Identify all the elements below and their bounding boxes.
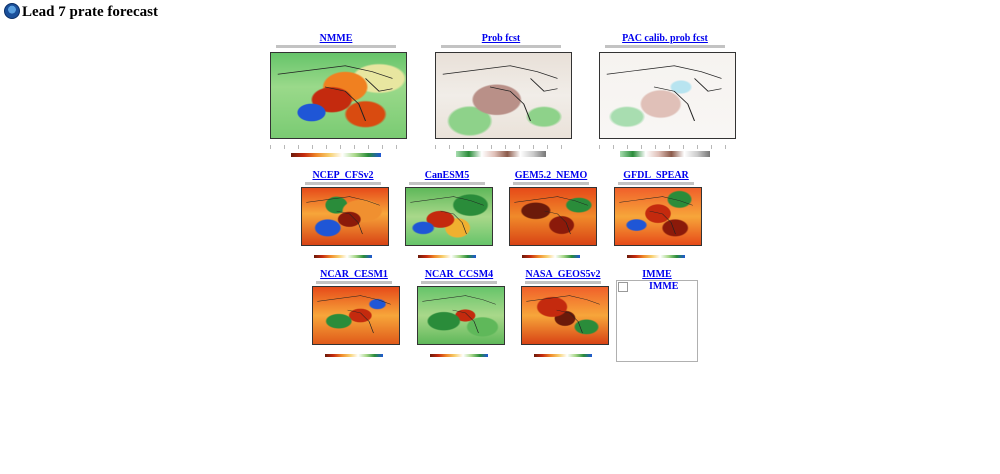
- link-ncep-cfsv2[interactable]: NCEP_CFSv2: [312, 170, 374, 181]
- map-nmme[interactable]: [261, 44, 411, 162]
- map-nasa-geos5v2[interactable]: [515, 280, 611, 360]
- link-canesm5[interactable]: CanESM5: [424, 170, 470, 181]
- broken-image-imme[interactable]: IMME: [616, 280, 698, 362]
- panel-pac-calib: PAC calib. prob fcst: [588, 33, 742, 162]
- map-gfdl-spear[interactable]: [608, 181, 704, 261]
- map-gem52-nemo[interactable]: [503, 181, 599, 261]
- link-imme[interactable]: IMME: [642, 269, 672, 280]
- link-ncar-ccsm4[interactable]: NCAR_CCSM4: [424, 269, 494, 280]
- link-prob-fcst[interactable]: Prob fcst: [481, 33, 521, 44]
- panel-gfdl-spear: GFDL_SPEAR: [606, 170, 706, 261]
- panel-prob-fcst: Prob fcst: [424, 33, 578, 162]
- page-title: Lead 7 prate forecast: [22, 4, 158, 20]
- panel-ncep-cfsv2: NCEP_CFSv2: [293, 170, 393, 261]
- link-gfdl-spear[interactable]: GFDL_SPEAR: [623, 170, 689, 181]
- panel-gem52-nemo: GEM5.2_NEMO: [501, 170, 601, 261]
- panel-nasa-geos5v2: NASA_GEOS5v2: [513, 269, 613, 360]
- image-alt-text: IMME: [649, 281, 679, 292]
- link-ncar-cesm1[interactable]: NCAR_CESM1: [320, 269, 388, 280]
- panel-nmme: NMME: [259, 33, 413, 162]
- panel-canesm5: CanESM5: [397, 170, 497, 261]
- broken-image-icon: [618, 282, 628, 292]
- page-header: Lead 7 prate forecast: [4, 2, 158, 21]
- link-nasa-geos5v2[interactable]: NASA_GEOS5v2: [525, 269, 601, 280]
- link-pac-calib[interactable]: PAC calib. prob fcst: [622, 33, 708, 44]
- noaa-logo-icon: [4, 2, 20, 19]
- panel-imme: IMME IMME: [616, 269, 698, 362]
- panel-ncar-ccsm4: NCAR_CCSM4: [409, 269, 509, 360]
- map-prob-fcst[interactable]: [426, 44, 576, 162]
- map-ncep-cfsv2[interactable]: [295, 181, 391, 261]
- map-ncar-cesm1[interactable]: [306, 280, 402, 360]
- panel-ncar-cesm1: NCAR_CESM1: [304, 269, 404, 360]
- link-gem52-nemo[interactable]: GEM5.2_NEMO: [514, 170, 588, 181]
- map-pac-calib[interactable]: [590, 44, 740, 162]
- map-ncar-ccsm4[interactable]: [411, 280, 507, 360]
- map-canesm5[interactable]: [399, 181, 495, 261]
- link-nmme[interactable]: NMME: [319, 33, 353, 44]
